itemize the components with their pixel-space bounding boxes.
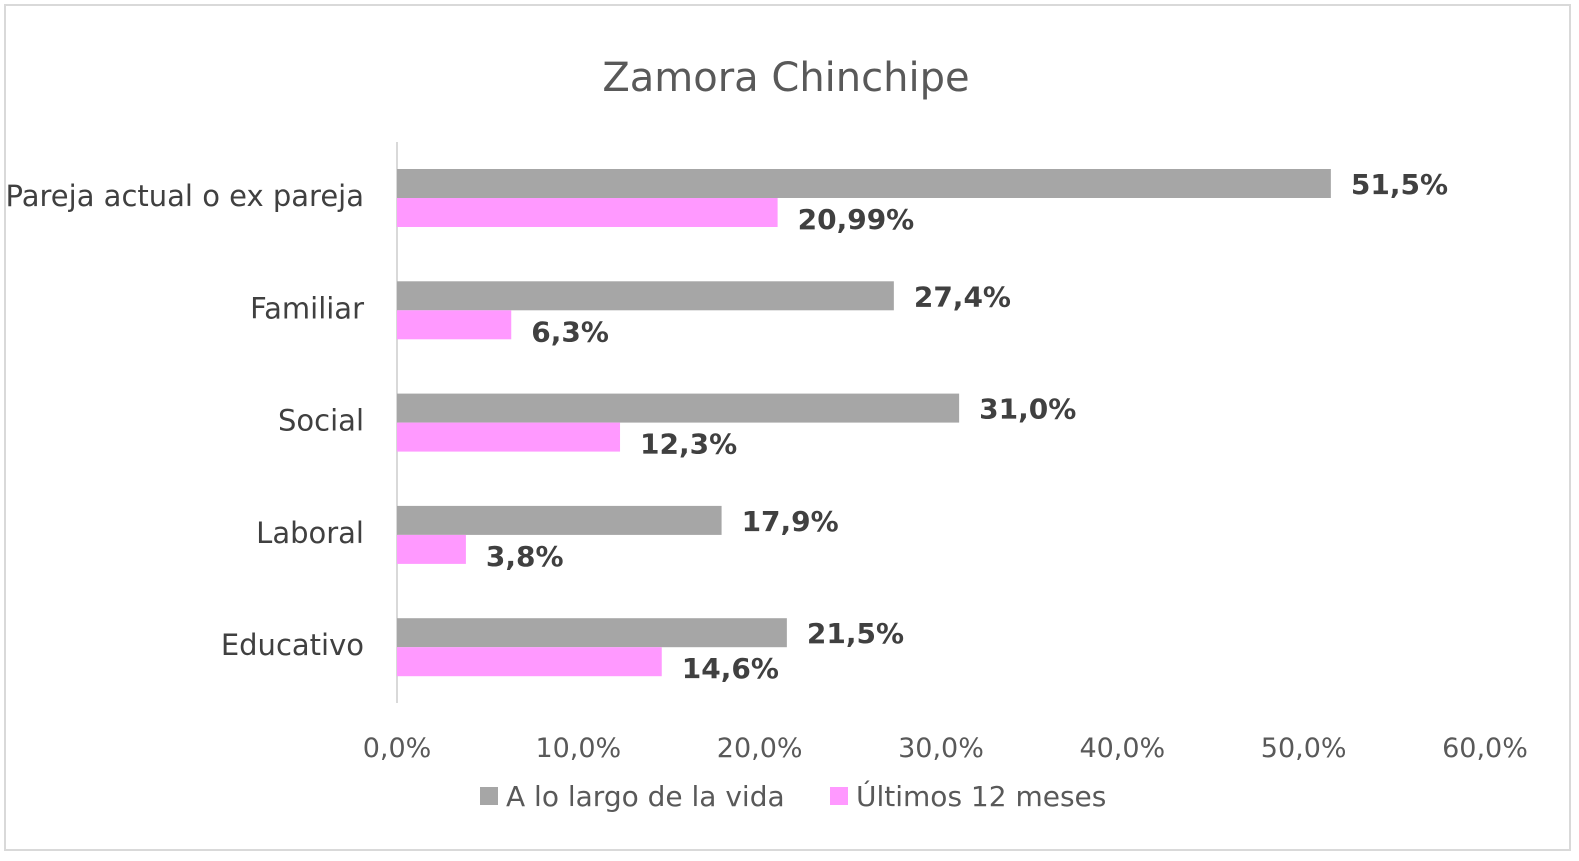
- x-tick-label: 50,0%: [1261, 733, 1347, 764]
- x-tick-label: 20,0%: [717, 733, 803, 764]
- bar-last-12-months: [397, 310, 512, 340]
- bar-lifetime: [397, 281, 894, 311]
- x-tick-label: 40,0%: [1079, 733, 1165, 764]
- category-label: Educativo: [221, 628, 364, 662]
- bar-lifetime: [397, 618, 787, 648]
- legend: A lo largo de la vida Últimos 12 meses: [480, 779, 1106, 813]
- bar-last-12-months: [397, 534, 466, 564]
- bar-last-12-months: [397, 422, 621, 452]
- data-label-last-12-months: 14,6%: [682, 652, 779, 685]
- data-label-last-12-months: 12,3%: [640, 428, 737, 461]
- category-label: Familiar: [250, 291, 364, 325]
- x-axis-tick-labels: 0,0% 10,0% 20,0% 30,0% 40,0% 50,0% 60,0%: [363, 733, 1528, 764]
- x-tick-label: 60,0%: [1442, 733, 1528, 764]
- bar-lifetime: [397, 393, 960, 423]
- x-tick-label: 10,0%: [535, 733, 621, 764]
- legend-swatch: [480, 787, 498, 805]
- chart-frame: [4, 4, 1571, 851]
- bars-layer: [397, 169, 1331, 677]
- category-labels: Pareja actual o ex pareja Familiar Social L…: [6, 179, 365, 662]
- data-labels: 51,5% 20,99% 27,4% 6,3% 31,0% 12,3% 17,9% 3,8% 2…: [486, 168, 1448, 685]
- bar-last-12-months: [397, 198, 778, 227]
- legend-swatch: [830, 787, 848, 805]
- bar-lifetime: [397, 169, 1331, 198]
- category-label: Social: [278, 404, 364, 438]
- data-label-lifetime: 17,9%: [742, 505, 839, 538]
- x-tick-label: 30,0%: [898, 733, 984, 764]
- data-label-lifetime: 21,5%: [807, 617, 904, 650]
- data-label-lifetime: 31,0%: [979, 393, 1076, 426]
- data-label-last-12-months: 6,3%: [531, 315, 609, 348]
- category-label: Laboral: [256, 516, 364, 550]
- x-tick-label: 0,0%: [363, 733, 432, 764]
- category-label: Pareja actual o ex pareja: [6, 179, 364, 213]
- data-label-lifetime: 51,5%: [1351, 168, 1448, 201]
- bar-last-12-months: [397, 647, 662, 677]
- data-label-lifetime: 27,4%: [914, 280, 1011, 313]
- chart-title: Zamora Chinchipe: [602, 55, 969, 101]
- data-label-last-12-months: 3,8%: [486, 540, 564, 573]
- legend-label: A lo largo de la vida: [506, 780, 785, 813]
- legend-label: Últimos 12 meses: [856, 779, 1106, 813]
- bar-lifetime: [397, 505, 722, 535]
- data-label-last-12-months: 20,99%: [798, 203, 915, 236]
